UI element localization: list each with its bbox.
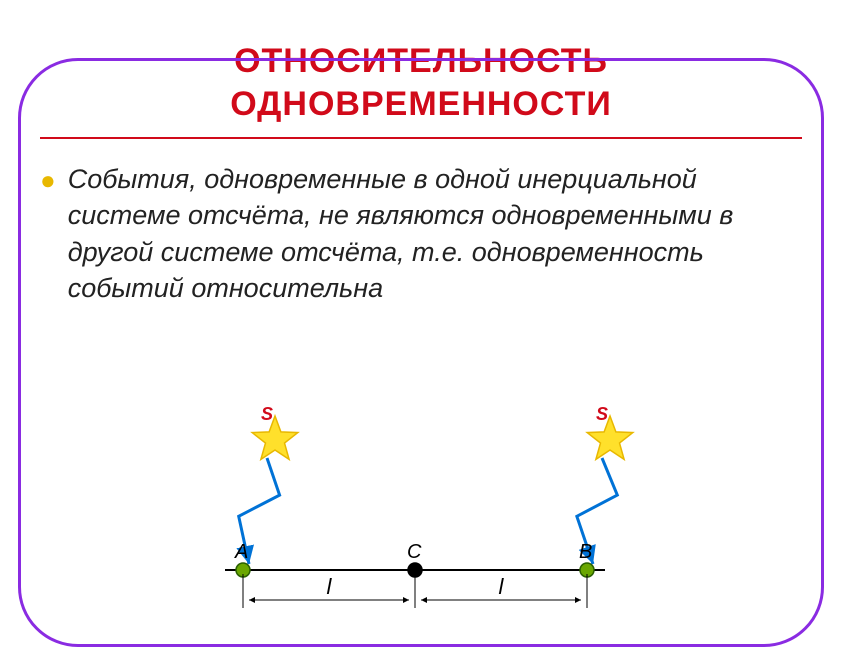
point-label-B: B xyxy=(579,541,592,563)
star-label: S xyxy=(596,404,608,424)
dim-label: l xyxy=(327,574,333,599)
star-label: S xyxy=(261,404,273,424)
star-icon xyxy=(252,416,298,459)
point-label-C: C xyxy=(407,541,422,563)
star-icon xyxy=(587,416,633,459)
dim-label: l xyxy=(499,574,505,599)
point-label-A: A xyxy=(234,541,248,563)
simultaneity-diagram: S S A C Bl l xyxy=(0,40,842,665)
